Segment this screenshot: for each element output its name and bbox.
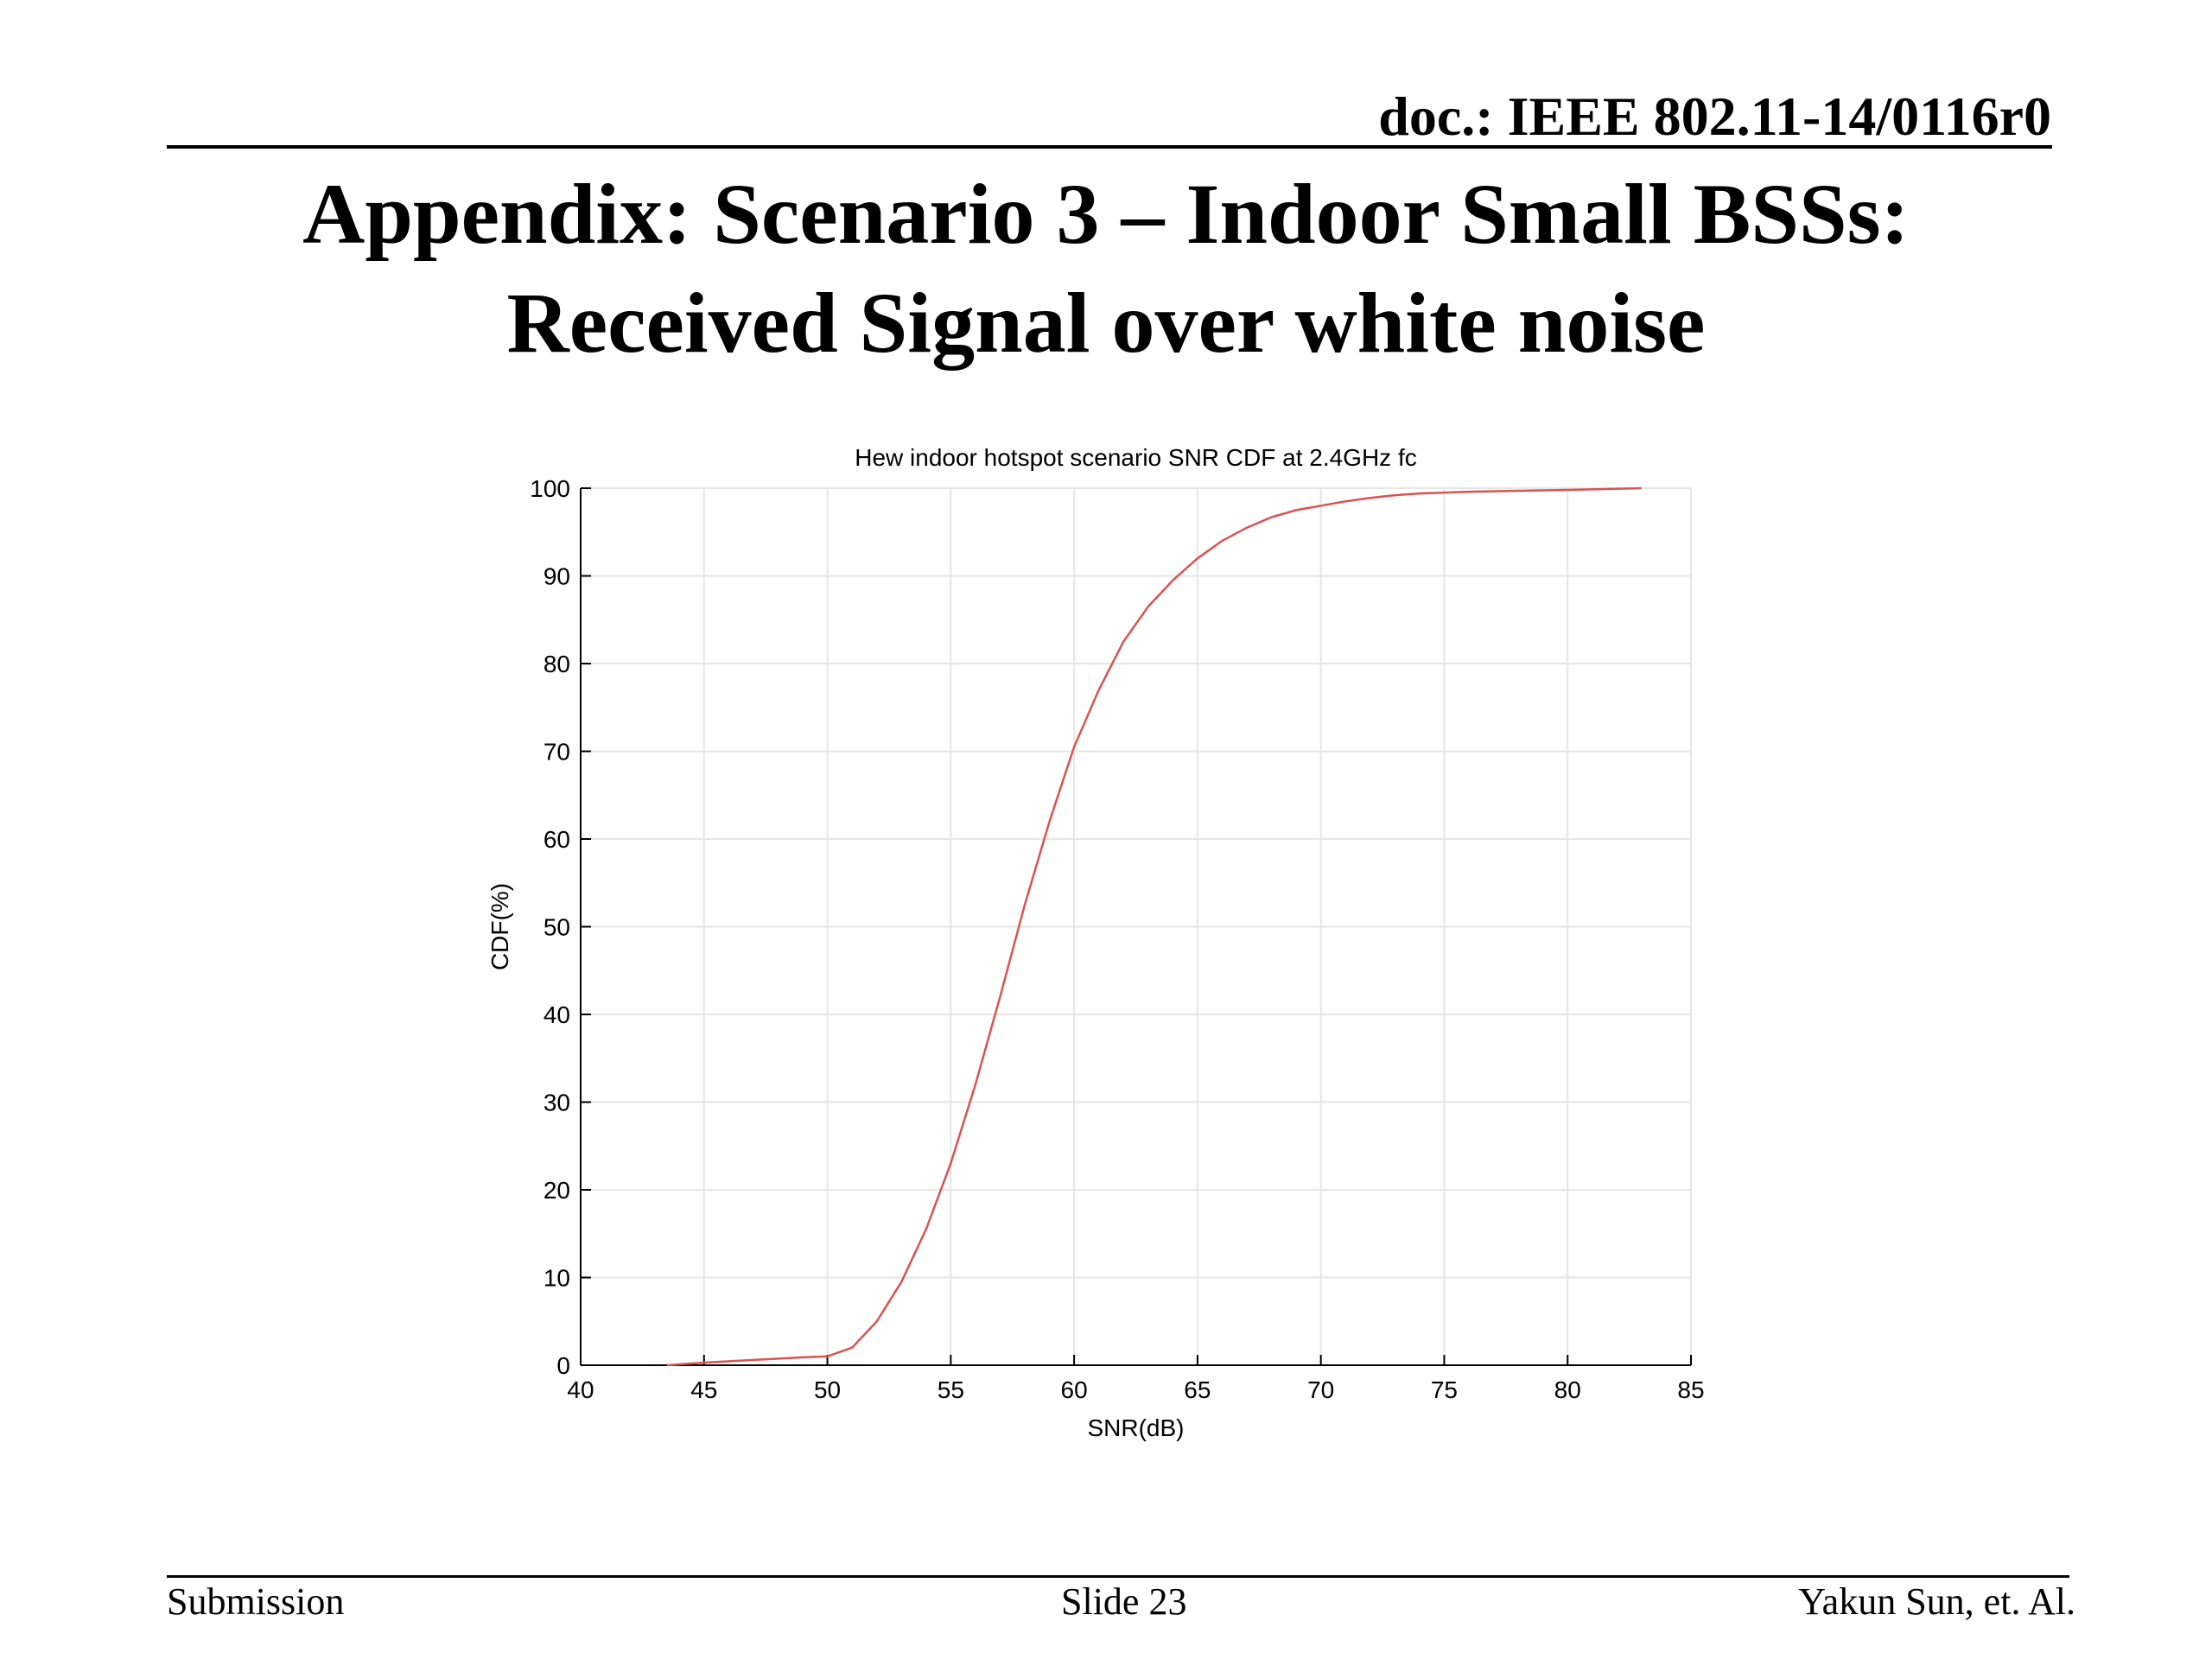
y-tick-label: 20 — [543, 1177, 570, 1204]
footer-slide-number: Slide 23 — [1061, 1580, 1187, 1623]
x-tick-label: 75 — [1431, 1376, 1458, 1403]
x-tick-label: 50 — [814, 1376, 841, 1403]
slide-title-line-1: Appendix: Scenario 3 – Indoor Small BSSs… — [302, 166, 1910, 262]
grid-layer — [581, 487, 1692, 1365]
x-tick-label: 70 — [1307, 1376, 1334, 1403]
y-tick-label: 0 — [556, 1352, 570, 1379]
y-tick-label: 40 — [543, 1001, 570, 1028]
y-tick-label: 10 — [543, 1265, 570, 1292]
footer-rule — [167, 1575, 2069, 1578]
x-tick-label: 85 — [1677, 1376, 1704, 1403]
cdf-series-line — [666, 486, 1642, 1367]
chart-title: Hew indoor hotspot scenario SNR CDF at 2… — [855, 444, 1416, 471]
y-tick-label: 60 — [543, 826, 570, 853]
footer-left: Submission — [167, 1580, 345, 1623]
y-tick-label: 80 — [543, 651, 570, 677]
x-tick-label: 80 — [1554, 1376, 1581, 1403]
slide-title: Appendix: Scenario 3 – Indoor Small BSSs… — [0, 160, 2212, 378]
y-tick-label: 50 — [543, 914, 570, 941]
y-tick-label: 100 — [530, 475, 570, 502]
y-tick-label: 70 — [543, 739, 570, 766]
x-tick-label: 40 — [567, 1376, 594, 1403]
header-rule — [167, 145, 2052, 149]
y-tick-label: 90 — [543, 563, 570, 590]
tick-layer: 40 45 50 55 60 65 70 75 80 85 0 10 20 30 40 50 60 70 80 90 1… — [530, 475, 1704, 1403]
y-tick-label: 30 — [543, 1090, 570, 1116]
x-tick-label: 65 — [1184, 1376, 1211, 1403]
y-axis-label: CDF(%) — [486, 883, 513, 970]
x-tick-label: 55 — [938, 1376, 964, 1403]
x-tick-label: 45 — [690, 1376, 717, 1403]
footer-author: Yakun Sun, et. Al. — [1798, 1580, 2075, 1623]
x-axis-label: SNR(dB) — [1087, 1414, 1184, 1441]
doc-id: doc.: IEEE 802.11-14/0116r0 — [1378, 86, 2051, 147]
x-tick-label: 60 — [1061, 1376, 1088, 1403]
slide-title-line-2: Received Signal over white noise — [506, 275, 1706, 371]
